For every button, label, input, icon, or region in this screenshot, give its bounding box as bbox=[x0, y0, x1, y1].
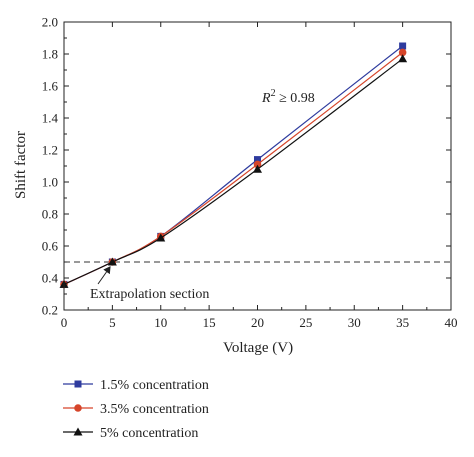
legend-item: 1.5% concentration bbox=[63, 378, 209, 393]
r-squared-exponent: 2 bbox=[271, 88, 276, 99]
data-point bbox=[156, 233, 166, 242]
data-point bbox=[253, 164, 262, 173]
x-tick-label: 15 bbox=[203, 315, 216, 330]
x-tick-label: 30 bbox=[348, 315, 361, 330]
legend-swatch-marker bbox=[74, 380, 82, 388]
r-squared-value: ≥ 0.98 bbox=[276, 91, 315, 106]
y-tick-label: 0.6 bbox=[42, 239, 59, 254]
extrapolation-arrow bbox=[97, 266, 111, 285]
x-tick-label: 20 bbox=[251, 315, 264, 330]
x-tick-label: 35 bbox=[396, 315, 409, 330]
y-tick-label: 0.2 bbox=[42, 303, 58, 318]
legend-swatch-marker bbox=[73, 427, 83, 436]
x-tick-label: 40 bbox=[445, 315, 458, 330]
legend-item: 5% concentration bbox=[63, 426, 198, 441]
legend-label: 5% concentration bbox=[100, 426, 198, 441]
series-line bbox=[63, 51, 403, 285]
y-tick-label: 1.6 bbox=[42, 79, 59, 94]
y-tick-label: 2.0 bbox=[42, 15, 58, 30]
data-point bbox=[254, 156, 261, 164]
legend-item: 3.5% concentration bbox=[63, 402, 209, 417]
y-tick-label: 0.4 bbox=[42, 271, 59, 286]
series-line bbox=[63, 58, 403, 285]
x-tick-label: 10 bbox=[154, 315, 167, 330]
legend-label: 3.5% concentration bbox=[100, 402, 209, 417]
data-point bbox=[107, 257, 117, 266]
series-3 bbox=[59, 54, 408, 288]
data-point bbox=[253, 160, 262, 169]
legend-label: 1.5% concentration bbox=[100, 378, 209, 393]
y-tick-label: 1.8 bbox=[42, 47, 58, 62]
y-tick-label: 1.4 bbox=[42, 111, 59, 126]
legend-swatch-marker bbox=[74, 404, 82, 412]
data-point bbox=[398, 48, 407, 57]
series-1 bbox=[60, 42, 407, 288]
x-tick-label: 0 bbox=[61, 315, 68, 330]
x-axis-title: Voltage (V) bbox=[223, 340, 293, 356]
extrapolation-annotation: Extrapolation section bbox=[90, 287, 209, 302]
y-tick-label: 1.0 bbox=[42, 175, 58, 190]
x-tick-label: 5 bbox=[109, 315, 116, 330]
r-squared-annotation: R2 ≥ 0.98 bbox=[261, 88, 315, 106]
y-axis-title: Shift factor bbox=[13, 131, 29, 199]
x-tick-label: 25 bbox=[299, 315, 312, 330]
data-point bbox=[399, 42, 407, 50]
series-line bbox=[63, 45, 403, 285]
data-point bbox=[398, 54, 408, 63]
y-tick-label: 1.2 bbox=[42, 143, 58, 158]
series-2 bbox=[60, 48, 407, 289]
legend: 1.5% concentration 3.5% concentration 5% c… bbox=[63, 378, 209, 441]
y-tick-label: 0.8 bbox=[42, 207, 58, 222]
r-squared-symbol: R bbox=[261, 91, 271, 106]
